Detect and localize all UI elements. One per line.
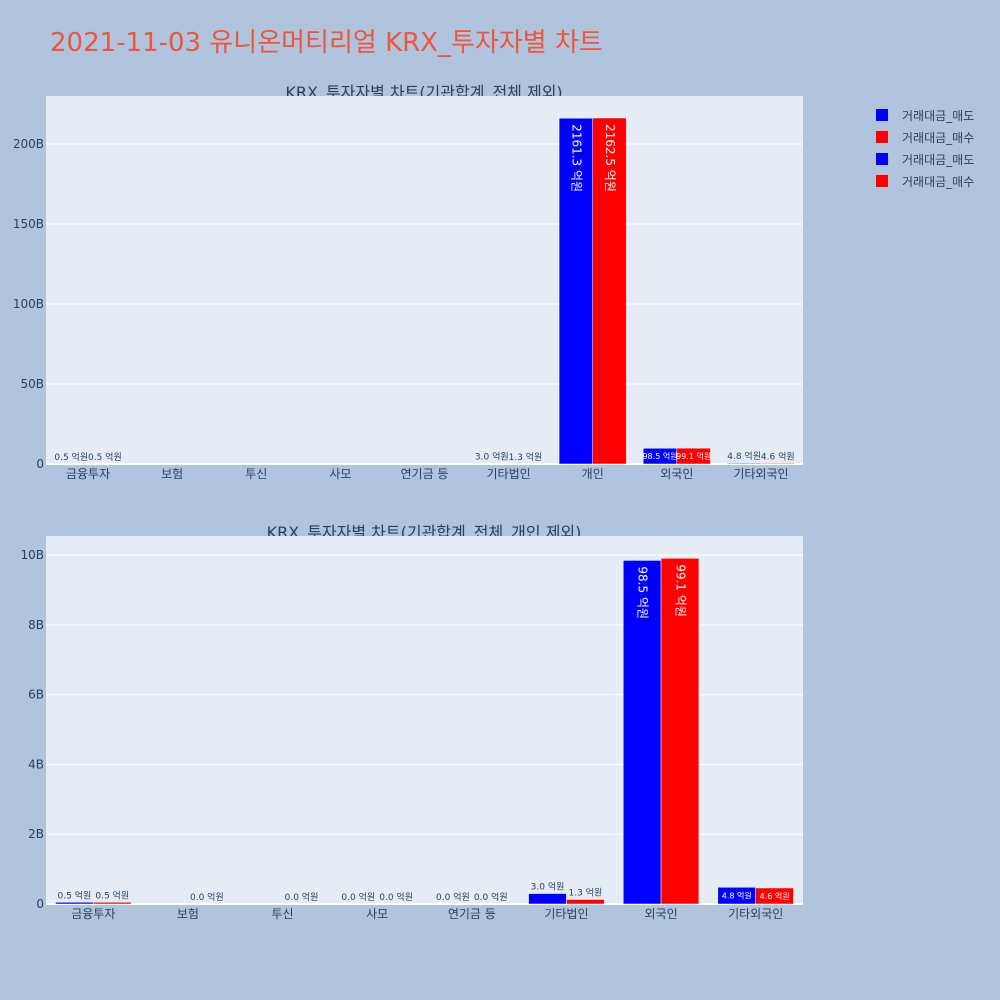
data-label: 4.8 억원 [722,891,752,901]
data-label: 3.0 억원 [531,881,565,893]
bar [755,887,794,905]
data-label: 2161.3 억원 [569,124,583,192]
data-label: 0.0 억원 [474,891,508,903]
bar [93,902,132,905]
x-tick-label: 기타외국인 [733,467,788,481]
legend-item[interactable]: 거래대금_매도 [870,104,974,126]
x-tick-label: 투신 [245,467,267,481]
x-tick-label: 보험 [161,467,183,481]
y-tick-label: 8B [28,618,44,632]
legend-item[interactable]: 거래대금_매수 [870,126,974,148]
y-tick-label: 0 [36,897,44,911]
bar [660,558,700,905]
legend[interactable]: 거래대금_매도 거래대금_매수 거래대금_매도 거래대금_매수 [870,104,974,192]
bar [528,893,567,905]
data-label: 98.5 억원 [642,451,677,461]
bar [592,117,627,465]
y-tick-label: 6B [28,688,44,702]
data-label: 2162.5 억원 [603,124,617,192]
legend-swatch [876,131,888,143]
bar [558,117,593,465]
bar [760,463,795,465]
data-label: 1.3 억원 [509,451,543,463]
data-label: 0.5 억원 [54,451,88,463]
data-label: 98.5 억원 [636,566,650,619]
data-label: 0.0 억원 [190,891,224,903]
x-tick-label: 개인 [582,467,604,481]
legend-label: 거래대금_매도 [902,108,975,123]
y-tick-label: 50B [20,377,44,391]
data-label: 4.6 억원 [761,450,795,462]
data-label: 4.8 억원 [727,450,761,462]
x-tick-label: 기타법인 [487,467,531,481]
bar [622,560,662,905]
data-label: 0.0 억원 [285,891,319,903]
x-tick-label: 연기금 등 [401,467,449,481]
x-tick-label: 기타법인 [544,907,588,921]
data-label: 0.5 억원 [58,889,92,901]
data-label: 4.6 억원 [760,891,790,901]
x-tick-label: 연기금 등 [448,907,496,921]
bar [55,902,94,905]
data-label: 0.0 억원 [436,891,470,903]
x-tick-label: 외국인 [645,907,678,921]
legend-label: 거래대금_매수 [902,174,975,189]
legend-label: 거래대금_매도 [902,152,975,167]
bar [727,462,762,465]
x-tick-label: 금융투자 [71,907,115,921]
data-label: 99.1 억원 [676,451,711,461]
y-tick-label: 4B [28,757,44,771]
data-label: 0.5 억원 [88,451,122,463]
x-tick-label: 금융투자 [66,467,110,481]
legend-swatch [876,175,888,187]
data-label: 0.0 억원 [379,891,413,903]
y-tick-label: 2B [28,827,44,841]
x-tick-label: 보험 [177,907,199,921]
legend-swatch [876,153,888,165]
y-tick-label: 100B [13,297,44,311]
data-label: 1.3 억원 [568,886,602,898]
y-tick-label: 0 [36,457,44,471]
data-label: 99.1 억원 [673,564,687,617]
x-tick-label: 사모 [329,467,351,481]
x-tick-label: 기타외국인 [728,907,783,921]
bar [566,899,605,905]
legend-item[interactable]: 거래대금_매도 [870,148,974,170]
plot-area [46,96,803,464]
y-tick-label: 200B [13,137,44,151]
bar [676,447,711,465]
page-title: 2021-11-03 유니온머티리얼 KRX_투자자별 차트 [50,28,603,58]
y-tick-label: 150B [13,217,44,231]
data-label: 0.5 억원 [95,889,129,901]
x-tick-label: 외국인 [660,467,693,481]
legend-label: 거래대금_매수 [902,130,975,145]
y-tick-label: 10B [20,548,44,562]
data-label: 3.0 억원 [475,451,509,463]
legend-swatch [876,109,888,121]
x-tick-label: 투신 [272,907,294,921]
data-label: 0.0 억원 [341,891,375,903]
x-tick-label: 사모 [366,907,388,921]
legend-item[interactable]: 거래대금_매수 [870,170,974,192]
